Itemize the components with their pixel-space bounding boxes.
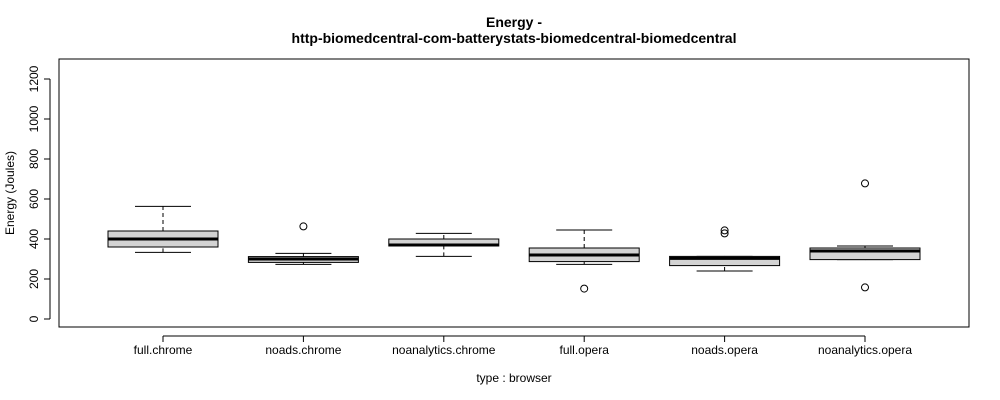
interquartile-box: [669, 255, 781, 267]
y-tick-label: 600: [27, 189, 41, 209]
box-full.chrome: [107, 205, 219, 253]
y-axis-label: Energy (Joules): [3, 151, 17, 235]
outlier-point: [861, 283, 869, 292]
y-tick-label: 400: [27, 229, 41, 249]
x-axis: full.chrome noads.chrome noanalytics.chrom…: [134, 335, 912, 357]
y-tick-label: 1200: [27, 65, 41, 92]
box-noanalytics.opera: [809, 179, 921, 292]
x-axis-label: type : browser: [476, 371, 551, 385]
box-full.opera: [528, 229, 640, 293]
outlier-point: [720, 229, 729, 238]
y-tick-label: 1000: [27, 105, 41, 132]
outlier-point: [861, 179, 869, 188]
y-tick-label: 800: [27, 149, 41, 169]
box-noanalytics.chrome: [388, 232, 500, 257]
interquartile-box: [809, 247, 921, 261]
box-series: [107, 179, 921, 293]
x-tick-label: noanalytics.chrome: [392, 343, 496, 357]
outlier-point: [580, 284, 589, 293]
box-noads.opera: [669, 226, 781, 272]
x-tick-label: noads.opera: [691, 343, 758, 357]
outlier-point: [720, 226, 729, 235]
chart-subtitle: http-biomedcentral-com-batterystats-biom…: [292, 30, 737, 46]
y-axis: 0 200 400 600 800 1000 1200: [27, 65, 51, 322]
box-noads.chrome: [247, 222, 359, 265]
chart-title: Energy -: [486, 14, 542, 30]
plot-frame: [58, 58, 970, 328]
x-tick-label: full.opera: [560, 343, 610, 357]
x-tick-label: noads.chrome: [265, 343, 341, 357]
x-tick-label: noanalytics.opera: [818, 343, 912, 357]
x-tick-label: full.chrome: [134, 343, 193, 357]
outlier-point: [299, 222, 308, 231]
y-tick-label: 200: [27, 269, 41, 289]
y-tick-label: 0: [27, 315, 41, 322]
